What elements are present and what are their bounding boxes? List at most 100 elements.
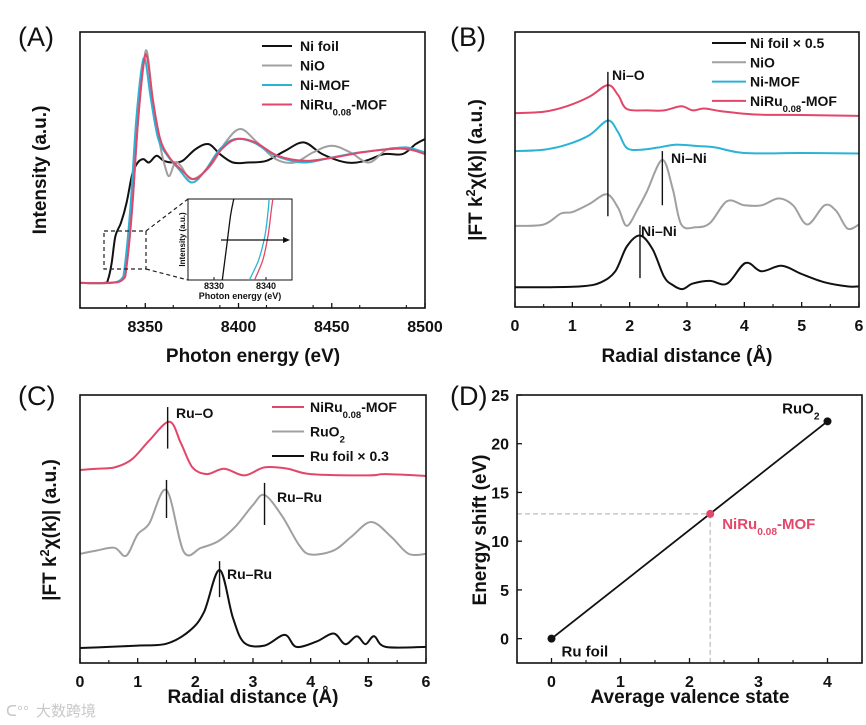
x-tick-label: 0 bbox=[511, 318, 520, 335]
x-axis-title: Radial distance (Å) bbox=[167, 687, 338, 708]
subscript: 0.08 bbox=[333, 107, 352, 118]
y-tick-label: 15 bbox=[491, 485, 509, 502]
legend: Ni foil NiO Ni-MOF NiRu0.08-MOF bbox=[262, 38, 387, 118]
subscript: 0.08 bbox=[757, 526, 777, 537]
inset-series-line bbox=[221, 198, 235, 281]
watermark-text: 大数跨境 bbox=[36, 702, 96, 720]
text-part: χ(k)| (a.u.) bbox=[466, 99, 487, 189]
x-tick-label: 4 bbox=[740, 318, 749, 335]
plot-frame bbox=[79, 31, 426, 309]
inset-y-axis-title: Intensity (a.u.) bbox=[178, 212, 187, 267]
panel-letter: (D) bbox=[450, 381, 487, 411]
text-part: -MOF bbox=[777, 516, 815, 533]
x-tick-label: 6 bbox=[855, 318, 864, 335]
x-tick-label: 4 bbox=[823, 674, 832, 691]
text-part: -MOF bbox=[801, 93, 837, 109]
legend-label: Ni foil × 0.5 bbox=[750, 35, 825, 51]
point-label: RuO2 bbox=[782, 400, 820, 422]
legend: Ni foil × 0.5 NiO Ni-MOF NiRu0.08-MOF bbox=[712, 35, 837, 114]
x-tick-label: 8400 bbox=[221, 319, 257, 336]
x-tick-label: 1 bbox=[568, 318, 577, 335]
x-tick-label: 2 bbox=[625, 318, 634, 335]
superscript: 2 bbox=[463, 189, 478, 196]
data-point bbox=[547, 634, 556, 643]
text-part: Ni foil × 0.5 bbox=[750, 35, 825, 51]
data-point bbox=[706, 509, 715, 518]
text-part: Ni-MOF bbox=[300, 77, 350, 93]
superscript: 2 bbox=[37, 549, 52, 556]
y-axis-title: Energy shift (eV) bbox=[470, 455, 491, 606]
x-tick-label: 2 bbox=[191, 674, 200, 691]
panel-c-ru-ft-exafs: (C) Ru–O Ru–Ru Ru–Ru 0 1 2 3 4 5 6 Radial distance … bbox=[18, 381, 431, 708]
zoom-connector bbox=[145, 198, 189, 232]
subscript: 2 bbox=[814, 411, 820, 422]
data-point bbox=[823, 417, 832, 426]
text-part: -MOF bbox=[361, 399, 397, 415]
series-line-niru0-08-mof bbox=[79, 53, 426, 285]
text-part: Intensity (a.u.) bbox=[30, 106, 51, 235]
x-tick-label: 5 bbox=[364, 674, 373, 691]
x-tick-label: 3 bbox=[249, 674, 258, 691]
legend-label: NiRu0.08-MOF bbox=[300, 97, 387, 119]
x-tick-label: 8500 bbox=[407, 319, 443, 336]
y-tick-label: 0 bbox=[500, 632, 509, 649]
text-part: RuO bbox=[782, 400, 814, 417]
y-axis-title: |FT k2χ(k)| (a.u.) bbox=[463, 99, 488, 241]
legend-label: Ni-MOF bbox=[300, 77, 350, 93]
series-line-ruo2 bbox=[79, 488, 427, 558]
text-part: Ni-MOF bbox=[750, 74, 800, 90]
x-tick-label: 8450 bbox=[314, 319, 350, 336]
text-part: |FT k bbox=[40, 556, 61, 601]
series-line-ni-mof bbox=[514, 119, 860, 155]
legend-label: NiO bbox=[750, 54, 775, 70]
plot-frame bbox=[79, 394, 427, 664]
peak-annotation: Ni–Ni bbox=[671, 150, 707, 166]
inset-x-tick-label: 8330 bbox=[204, 281, 224, 291]
text-part: NiRu bbox=[300, 97, 333, 113]
y-tick-label: 5 bbox=[500, 583, 509, 600]
x-tick-label: 3 bbox=[754, 674, 763, 691]
text-part: -MOF bbox=[351, 97, 387, 113]
legend-label: NiRu0.08-MOF bbox=[310, 399, 397, 421]
legend-label: Ni foil bbox=[300, 38, 339, 54]
subscript: 0.08 bbox=[783, 103, 802, 114]
legend-label: RuO2 bbox=[310, 424, 345, 446]
x-tick-label: 3 bbox=[683, 318, 692, 335]
text-part: Ru foil × 0.3 bbox=[310, 448, 389, 464]
inset-x-tick-label: 8340 bbox=[256, 281, 276, 291]
panel-letter: (A) bbox=[18, 22, 54, 52]
panel-a-xanes-ni-k-edge: (A) 8350 8400 8450 8500 Photon energy (eV) Int… bbox=[18, 22, 443, 367]
text-part: Ni foil bbox=[300, 38, 339, 54]
x-tick-label: 0 bbox=[547, 674, 556, 691]
x-axis-title: Photon energy (eV) bbox=[166, 346, 340, 367]
series-line-ni-foil-0-5 bbox=[514, 234, 860, 291]
legend-label: NiO bbox=[300, 58, 325, 74]
peak-annotation: Ru–Ru bbox=[277, 489, 322, 505]
series-line-ru-foil-0-3 bbox=[79, 568, 427, 649]
x-tick-label: 2 bbox=[685, 674, 694, 691]
text-part: NiRu bbox=[310, 399, 343, 415]
text-part: RuO bbox=[310, 424, 340, 440]
series-line-nio bbox=[514, 158, 860, 231]
x-tick-label: 6 bbox=[422, 674, 431, 691]
legend-label: Ni-MOF bbox=[750, 74, 800, 90]
panel-letter: (C) bbox=[18, 381, 55, 411]
peak-annotation: Ru–Ru bbox=[227, 566, 272, 582]
text-part: NiRu bbox=[750, 93, 783, 109]
x-axis-title: Average valence state bbox=[591, 687, 790, 708]
x-tick-label: 5 bbox=[797, 318, 806, 335]
fit-line bbox=[550, 420, 829, 640]
text-part: NiRu bbox=[722, 516, 757, 533]
point-label: Ru foil bbox=[562, 644, 609, 661]
watermark-logo-icon: ᑕ°° bbox=[6, 703, 29, 720]
x-axis-title: Radial distance (Å) bbox=[601, 346, 772, 367]
series-line-niru0-08-mof bbox=[514, 84, 860, 117]
panel-letter: (B) bbox=[450, 22, 486, 52]
inset-series-line bbox=[253, 198, 274, 281]
series-line-niru0-08-mof bbox=[79, 420, 427, 477]
text-part: χ(k)| (a.u.) bbox=[40, 459, 61, 549]
x-tick-label: 1 bbox=[133, 674, 142, 691]
